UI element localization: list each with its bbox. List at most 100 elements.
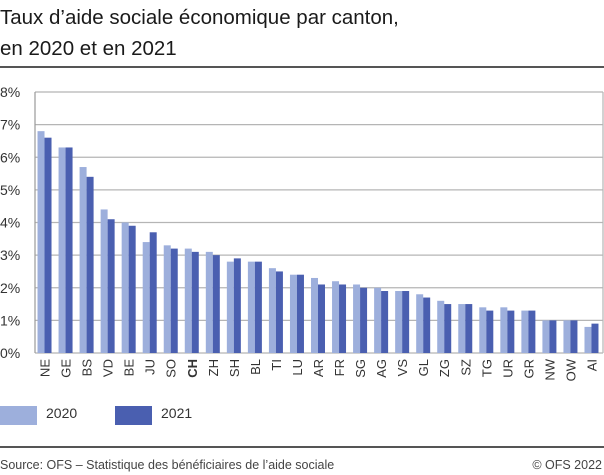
- chart-title: Taux d’aide sociale économique par canto…: [0, 2, 600, 64]
- x-tick-label: BE: [122, 359, 137, 377]
- bar-AR-2020: [311, 277, 318, 353]
- x-tick-label: TG: [479, 359, 494, 377]
- x-tick-label: BS: [80, 359, 95, 377]
- bar-ZH-2021: [212, 255, 220, 353]
- bar-FR-2021: [339, 284, 347, 353]
- bar-NW-2021: [549, 320, 557, 353]
- bar-BE-2020: [121, 222, 129, 353]
- legend-swatch-2021: [115, 406, 152, 425]
- x-tick-label: AG: [374, 359, 389, 378]
- bar-TG-2020: [479, 307, 487, 353]
- bar-GE-2020: [58, 147, 66, 353]
- bar-TI-2020: [268, 268, 276, 353]
- bar-BL-2021: [254, 261, 262, 353]
- bar-SZ-2021: [465, 304, 473, 353]
- title-divider: [0, 66, 604, 68]
- bar-NE-2020: [37, 131, 45, 353]
- y-tick-label: 8%: [0, 84, 20, 100]
- bar-LU-2021: [296, 274, 304, 353]
- bar-AI-2020: [584, 326, 592, 353]
- x-tick-label: SH: [227, 359, 242, 377]
- x-tick-label: AI: [584, 359, 599, 371]
- bar-FR-2020: [332, 281, 340, 353]
- bar-ZH-2020: [205, 251, 213, 353]
- y-tick-label: 3%: [0, 247, 20, 263]
- bar-LU-2020: [289, 274, 297, 353]
- bar-VD-2021: [107, 219, 115, 353]
- bar-SO-2021: [170, 248, 178, 353]
- bar-BL-2020: [247, 261, 255, 353]
- y-tick-label: 5%: [0, 182, 20, 198]
- bar-JU-2020: [142, 242, 150, 353]
- x-tick-label: SZ: [458, 359, 473, 376]
- y-tick-label: 4%: [0, 215, 20, 231]
- x-tick-label: BL: [248, 359, 263, 375]
- bar-GE-2021: [65, 147, 73, 353]
- bar-SG-2021: [360, 287, 368, 353]
- bar-AI-2021: [591, 323, 599, 353]
- x-tick-label: OW: [563, 358, 578, 381]
- x-tick-label: GE: [59, 359, 74, 378]
- bar-TG-2021: [486, 310, 494, 353]
- y-tick-label: 7%: [0, 117, 20, 133]
- bar-NW-2020: [542, 320, 550, 353]
- x-tick-label: GL: [416, 359, 431, 376]
- bar-GL-2020: [416, 294, 424, 353]
- legend-label-2021: 2021: [161, 405, 193, 421]
- x-tick-label: CH: [185, 359, 200, 378]
- bar-chart: 0% 1% 2% 3% 4% 5% 6% 7% 8% NE GE BS VD BE JU SO CH ZH SH BL…: [0, 84, 604, 381]
- bar-SH-2021: [233, 258, 241, 353]
- bar-SH-2020: [226, 261, 234, 353]
- bar-GR-2020: [521, 310, 529, 353]
- bar-VS-2020: [395, 291, 403, 353]
- bar-VS-2021: [402, 291, 410, 353]
- bar-TI-2021: [275, 271, 283, 353]
- bar-GR-2021: [528, 310, 536, 353]
- legend-swatch-2020: [0, 406, 37, 425]
- bar-ZG-2021: [444, 304, 452, 353]
- bar-CH-2020: [184, 248, 192, 353]
- bar-BS-2021: [86, 176, 94, 353]
- bar-UR-2021: [507, 310, 515, 353]
- bar-CH-2021: [191, 251, 199, 353]
- bar-ZG-2020: [437, 300, 445, 353]
- y-tick-label: 6%: [0, 149, 20, 165]
- x-tick-label: GR: [521, 359, 536, 379]
- x-tick-label: VD: [101, 359, 116, 377]
- bar-SG-2020: [353, 284, 361, 353]
- x-tick-label: JU: [143, 359, 158, 375]
- x-tick-label: NE: [38, 359, 53, 377]
- x-tick-label: UR: [500, 359, 515, 378]
- x-tick-label: ZH: [206, 359, 221, 376]
- x-tick-label: SG: [353, 359, 368, 378]
- bar-JU-2021: [149, 232, 157, 353]
- x-tick-label: VS: [395, 359, 410, 377]
- bar-AR-2021: [318, 284, 325, 353]
- x-tick-label: AR: [311, 359, 326, 377]
- bar-UR-2020: [500, 307, 508, 353]
- bar-OW-2021: [570, 320, 578, 353]
- bar-VD-2020: [100, 209, 108, 353]
- bar-BS-2020: [79, 167, 87, 353]
- x-tick-label: ZG: [437, 359, 452, 377]
- bar-SZ-2020: [458, 304, 466, 353]
- bar-GL-2021: [423, 297, 431, 353]
- y-tick-label: 1%: [0, 312, 20, 328]
- bar-NE-2021: [44, 137, 52, 353]
- bar-OW-2020: [563, 320, 571, 353]
- y-tick-label: 0%: [0, 345, 20, 361]
- bar-BE-2021: [128, 225, 136, 353]
- bar-SO-2020: [163, 245, 171, 353]
- copyright: © OFS 2022: [532, 458, 602, 472]
- x-tick-label: FR: [332, 359, 347, 376]
- legend-label-2020: 2020: [46, 405, 78, 421]
- x-tick-label: SO: [164, 359, 179, 378]
- title-line-1: Taux d’aide sociale économique par canto…: [0, 6, 399, 29]
- x-tick-label: TI: [269, 359, 284, 371]
- x-tick-label: LU: [290, 359, 305, 376]
- title-line-2: en 2020 et en 2021: [0, 37, 177, 60]
- bar-AG-2020: [374, 287, 382, 353]
- x-tick-label: NW: [542, 358, 557, 380]
- source-note: Source: OFS – Statistique des bénéficiai…: [0, 458, 335, 472]
- bar-AG-2021: [381, 291, 389, 353]
